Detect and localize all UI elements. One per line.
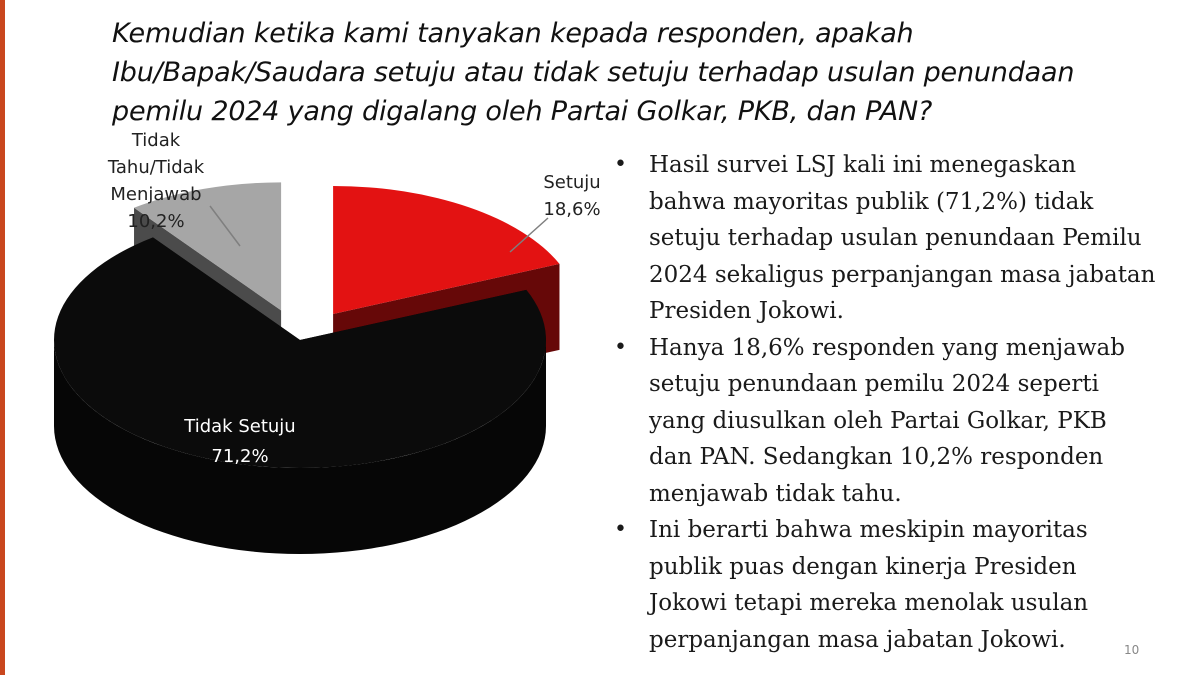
title-line: Kemudian ketika kami tanyakan kepada res… [112, 18, 914, 49]
pie-label-line: 10,2% [127, 211, 184, 232]
title-line: Ibu/Bapak/Saudara setuju atau tidak setu… [112, 57, 1075, 88]
pie-chart: Setuju 18,6% Tidak Setuju 71,2% Tidak Tahu/Ti… [53, 130, 601, 554]
pie-data-label: Tidak Tahu/Tidak Menjawab 10,2% [107, 130, 205, 232]
leader-line [509, 217, 549, 253]
pie-slice-top [134, 182, 282, 311]
pie-slice-top [333, 185, 560, 314]
bullet-item: • Ini berarti bahwa meskipin mayoritas p… [612, 512, 1182, 658]
bullet-line: Hanya 18,6% responden yang menjawab [649, 334, 1125, 361]
pie-label-line: 18,6% [543, 199, 600, 220]
bullet-line: 2024 sekaligus perpanjangan masa jabatan [649, 261, 1156, 288]
bullet-list: • Hasil survei LSJ kali ini menegaskan b… [612, 147, 1182, 658]
bullet-dot: • [614, 334, 627, 360]
bullet-item: • Hanya 18,6% responden yang menjawab se… [612, 330, 1182, 513]
bullet-line: setuju penundaan pemilu 2024 seperti [649, 371, 1099, 397]
pie-label-line: 71,2% [211, 446, 268, 467]
bullet-dot: • [614, 152, 627, 177]
pie-label-line: Tahu/Tidak [107, 157, 205, 178]
bullet-line: publik puas dengan kinerja Presiden [649, 553, 1077, 580]
bullet-line: Ini berarti bahwa meskipin mayoritas [649, 517, 1088, 543]
slide-title: Kemudian ketika kami tanyakan kepada res… [112, 14, 1172, 131]
slide-number: 10 [1124, 643, 1140, 657]
bullet-line: yang diusulkan oleh Partai Golkar, PKB [649, 407, 1107, 434]
pie-label-line: Tidak [131, 130, 181, 151]
pie-label-line: Menjawab [110, 184, 201, 205]
pie-slice-top [53, 237, 547, 468]
pie-data-label: Setuju 18,6% [543, 172, 600, 220]
slide-accent-bar [0, 0, 5, 675]
bullet-item: • Hasil survei LSJ kali ini menegaskan b… [612, 147, 1182, 330]
bullet-line: Presiden Jokowi. [649, 298, 844, 324]
pie-label-line: Tidak Setuju [183, 416, 295, 437]
pie-slice-side [54, 340, 546, 554]
pie-data-label: Tidak Setuju 71,2% [183, 416, 295, 467]
pie-slice [53, 237, 547, 554]
bullet-line: menjawab tidak tahu. [649, 480, 902, 507]
bullet-line: bahwa mayoritas publik (71,2%) tidak [649, 188, 1094, 215]
title-line: pemilu 2024 yang digalang oleh Partai Go… [112, 96, 933, 127]
bullet-line: setuju terhadap usulan penundaan Pemilu [649, 225, 1142, 251]
bullet-line: Hasil survei LSJ kali ini menegaskan [649, 152, 1077, 178]
leader-line [209, 205, 241, 247]
bullet-line: Jokowi tetapi mereka menolak usulan [649, 590, 1089, 616]
bullet-line: dan PAN. Sedangkan 10,2% responden [649, 444, 1104, 470]
pie-label-line: Setuju [543, 172, 600, 193]
bullet-line: perpanjangan masa jabatan Jokowi. [649, 626, 1066, 653]
bullet-dot: • [614, 517, 627, 542]
